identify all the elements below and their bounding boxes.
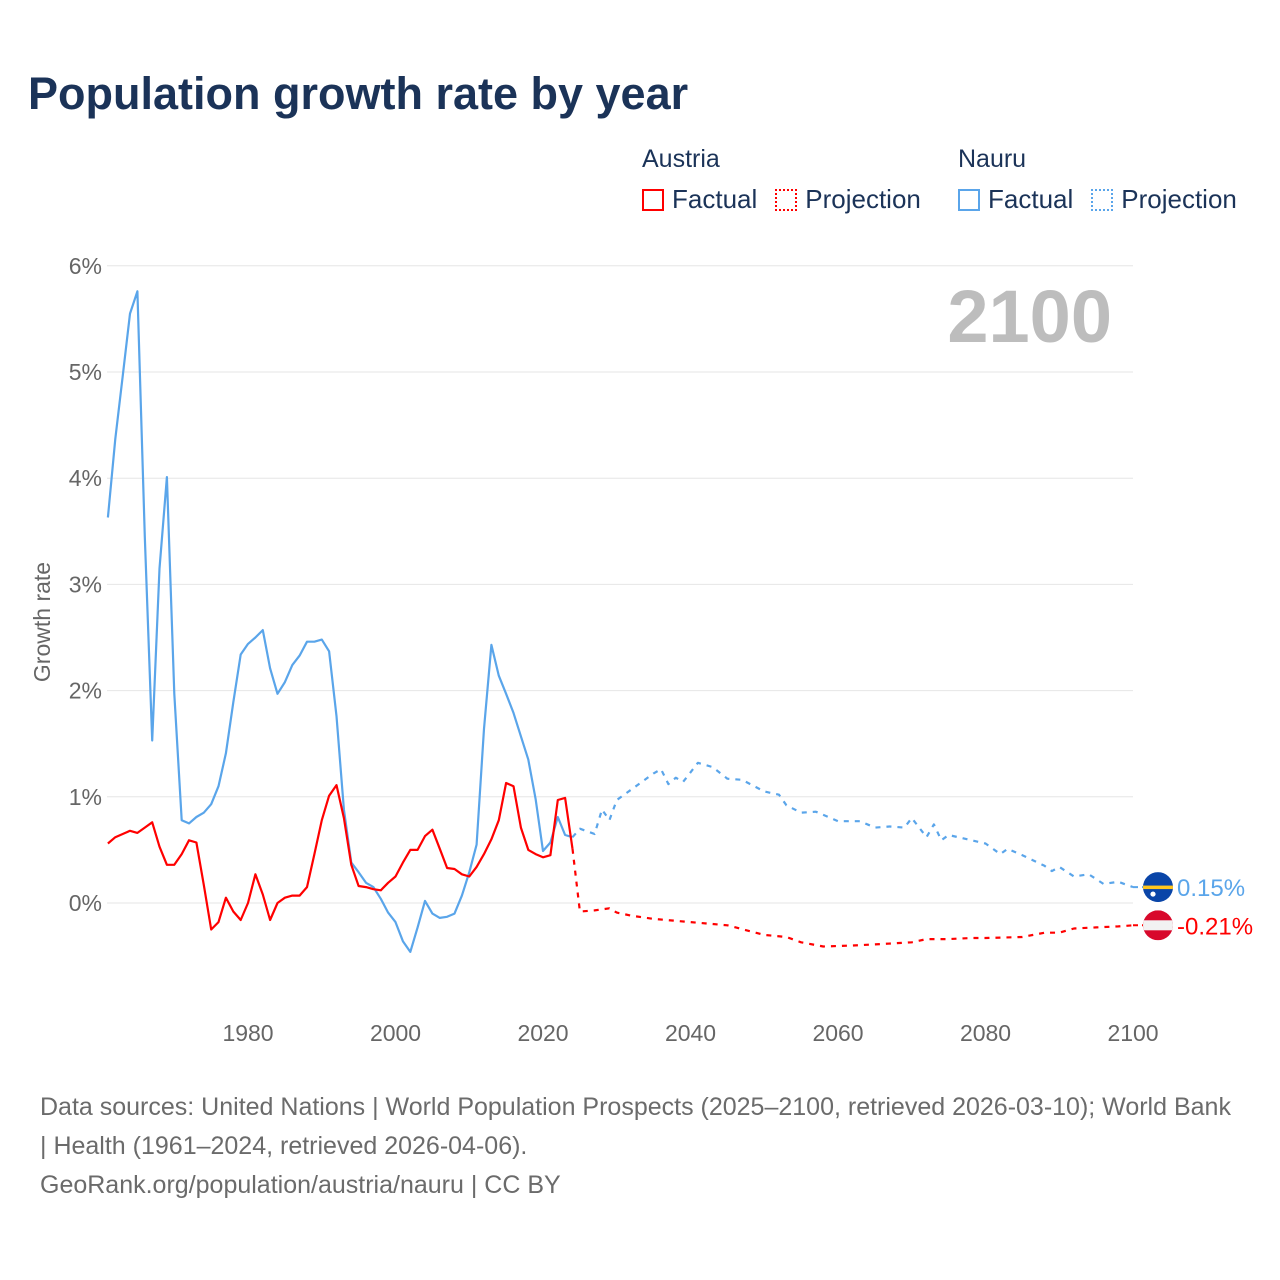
x-tick-label: 1980 [222, 1020, 273, 1046]
legend-nauru-projection[interactable]: Projection [1091, 184, 1237, 215]
series-line-austria-factual [107, 781, 574, 931]
legend-label: Projection [805, 184, 921, 214]
y-tick-label: 2% [69, 678, 102, 704]
x-tick-label: 2020 [517, 1020, 568, 1046]
legend-label: Factual [672, 184, 758, 214]
legend-nauru: Nauru Factual Projection [958, 145, 1255, 215]
legend-austria: Austria Factual Projection [642, 145, 939, 215]
y-tick-label: 5% [69, 359, 102, 385]
legend-swatch-dotted [775, 188, 798, 211]
flag-stripe [1143, 920, 1173, 931]
austria-flag-icon [1143, 910, 1173, 941]
legend-austria-title: Austria [642, 145, 720, 173]
x-tick-label: 2060 [812, 1020, 863, 1046]
y-axis-label: Growth rate [29, 562, 55, 682]
y-tick-label: 1% [69, 784, 102, 810]
data-sources: Data sources: United Nations | World Pop… [40, 1093, 1231, 1160]
flag-stripe [1143, 885, 1173, 890]
nauru-flag-icon [1143, 872, 1173, 903]
x-tick-label: 2080 [960, 1020, 1011, 1046]
legend-austria-factual[interactable]: Factual [642, 184, 757, 215]
legend-swatch-solid [642, 188, 664, 211]
end-value-label: 0.15% [1177, 875, 1245, 902]
legend-nauru-title: Nauru [958, 145, 1027, 173]
legend-swatch-dotted [1091, 188, 1114, 211]
series-line-austria-projection [571, 848, 1134, 948]
series-line-nauru-factual [106, 290, 573, 953]
flag-star [1150, 891, 1156, 897]
y-tick-label: 0% [69, 890, 102, 916]
y-tick-label: 3% [69, 571, 102, 597]
chart-title: Population growth rate by year [28, 68, 689, 119]
y-tick-label: 6% [69, 253, 102, 279]
x-tick-label: 2040 [665, 1020, 716, 1046]
legend-label: Factual [988, 184, 1074, 214]
end-value-label: -0.21% [1177, 913, 1253, 940]
legend-nauru-factual[interactable]: Factual [958, 184, 1073, 215]
x-tick-label: 2000 [370, 1020, 421, 1046]
legend-austria-projection[interactable]: Projection [775, 184, 921, 215]
x-tick-label: 2100 [1107, 1020, 1158, 1046]
y-tick-label: 4% [69, 465, 102, 491]
footer: Data sources: United Nations | World Pop… [40, 1088, 1240, 1205]
series-line-nauru-projection [571, 761, 1134, 889]
credit-link[interactable]: GeoRank.org/population/austria/nauru | C… [40, 1171, 561, 1199]
year-label: 2100 [947, 275, 1112, 358]
legend-label: Projection [1121, 184, 1237, 214]
legend-swatch-solid [958, 188, 980, 211]
chart-plot: 0% 1% 2% 3% 4% 5% 6% 1980 2000 2020 2040 2060 2080 21… [29, 253, 1253, 1046]
